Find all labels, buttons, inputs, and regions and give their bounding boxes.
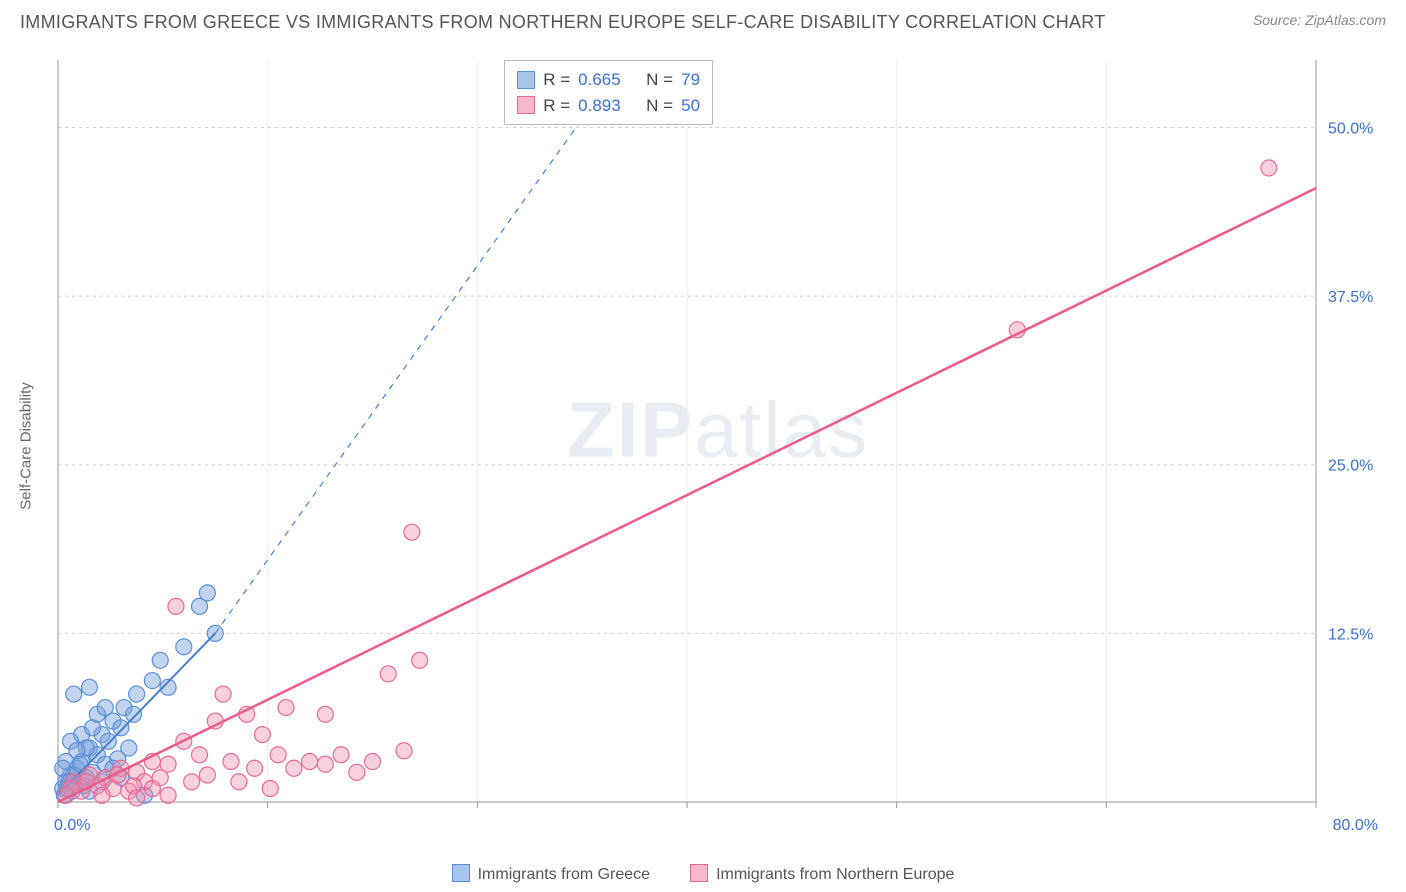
svg-text:50.0%: 50.0%	[1328, 120, 1373, 137]
y-axis-label: Self-Care Disability	[18, 382, 35, 510]
svg-text:37.5%: 37.5%	[1328, 289, 1373, 306]
chart-area: Self-Care Disability ZIPatlas 12.5%25.0%…	[50, 50, 1386, 842]
source-attribution: Source: ZipAtlas.com	[1253, 12, 1386, 28]
legend-row: R = 0.893 N = 50	[517, 93, 700, 119]
scatter-plot: 12.5% 25.0% 37.5% 50.0% 0.0% 80.0%	[50, 50, 1386, 842]
svg-text:80.0%: 80.0%	[1333, 817, 1378, 834]
chart-title: IMMIGRANTS FROM GREECE VS IMMIGRANTS FRO…	[20, 12, 1106, 33]
correlation-legend: R = 0.665 N = 79 R = 0.893 N = 50	[504, 60, 713, 125]
svg-text:12.5%: 12.5%	[1328, 626, 1373, 643]
legend-row: R = 0.665 N = 79	[517, 67, 700, 93]
svg-text:0.0%: 0.0%	[54, 817, 90, 834]
series-legend-item: Immigrants from Northern Europe	[690, 864, 954, 884]
series-legend-item: Immigrants from Greece	[452, 864, 650, 884]
series-legend: Immigrants from Greece Immigrants from No…	[0, 864, 1406, 884]
svg-text:25.0%: 25.0%	[1328, 458, 1373, 475]
